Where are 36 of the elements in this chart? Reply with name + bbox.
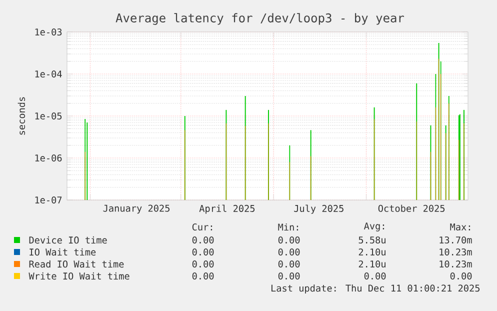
text: 0.00 [278, 260, 300, 268]
legend-label: Write IO Wait time [28, 272, 130, 280]
text: Last update: Thu Dec 11 01:00:21 2025 [271, 284, 480, 294]
legend-label: Device IO time [29, 236, 107, 244]
text: 5.58u [358, 236, 386, 244]
text: 10.23m [440, 248, 472, 256]
y-tick-label: 1e-06 [35, 154, 62, 162]
x-tick-label: January 2025 [103, 204, 170, 214]
text: 0.00 [364, 272, 386, 280]
text: 0.00 [192, 248, 214, 256]
text: 0.00 [278, 236, 300, 244]
x-tick-label: April 2025 [199, 204, 255, 214]
y-tick-label: 1e-04 [35, 70, 62, 78]
text: 0.00 [192, 272, 214, 280]
x-tick-label: July 2025 [294, 204, 344, 214]
legend-label: Read IO Wait time [29, 260, 124, 268]
y-tick-label: 1e-05 [35, 112, 62, 120]
y-tick-label: 1e-03 [35, 28, 62, 36]
text: 2.10u [358, 248, 386, 256]
text: 0.00 [192, 260, 214, 268]
text: 2.10u [358, 260, 386, 268]
text: 0.00 [192, 236, 214, 244]
text: 0.00 [278, 272, 300, 280]
chart-title: Average latency for /dev/loop3 - by year [116, 13, 404, 25]
text: Min: [278, 223, 298, 231]
text: 0.00 [450, 272, 472, 280]
legend-label: IO Wait time [30, 248, 96, 256]
y-axis-title: seconds [18, 97, 26, 135]
y-tick-label: 1e-07 [35, 196, 62, 204]
text: 0.00 [278, 248, 300, 256]
text: Max: [450, 224, 470, 230]
text: Cur: [192, 223, 212, 231]
text: 10.23m [440, 260, 472, 268]
text: 13.70m [440, 236, 472, 244]
x-tick-label: October 2025 [378, 204, 445, 212]
text: Avg: [364, 222, 384, 232]
